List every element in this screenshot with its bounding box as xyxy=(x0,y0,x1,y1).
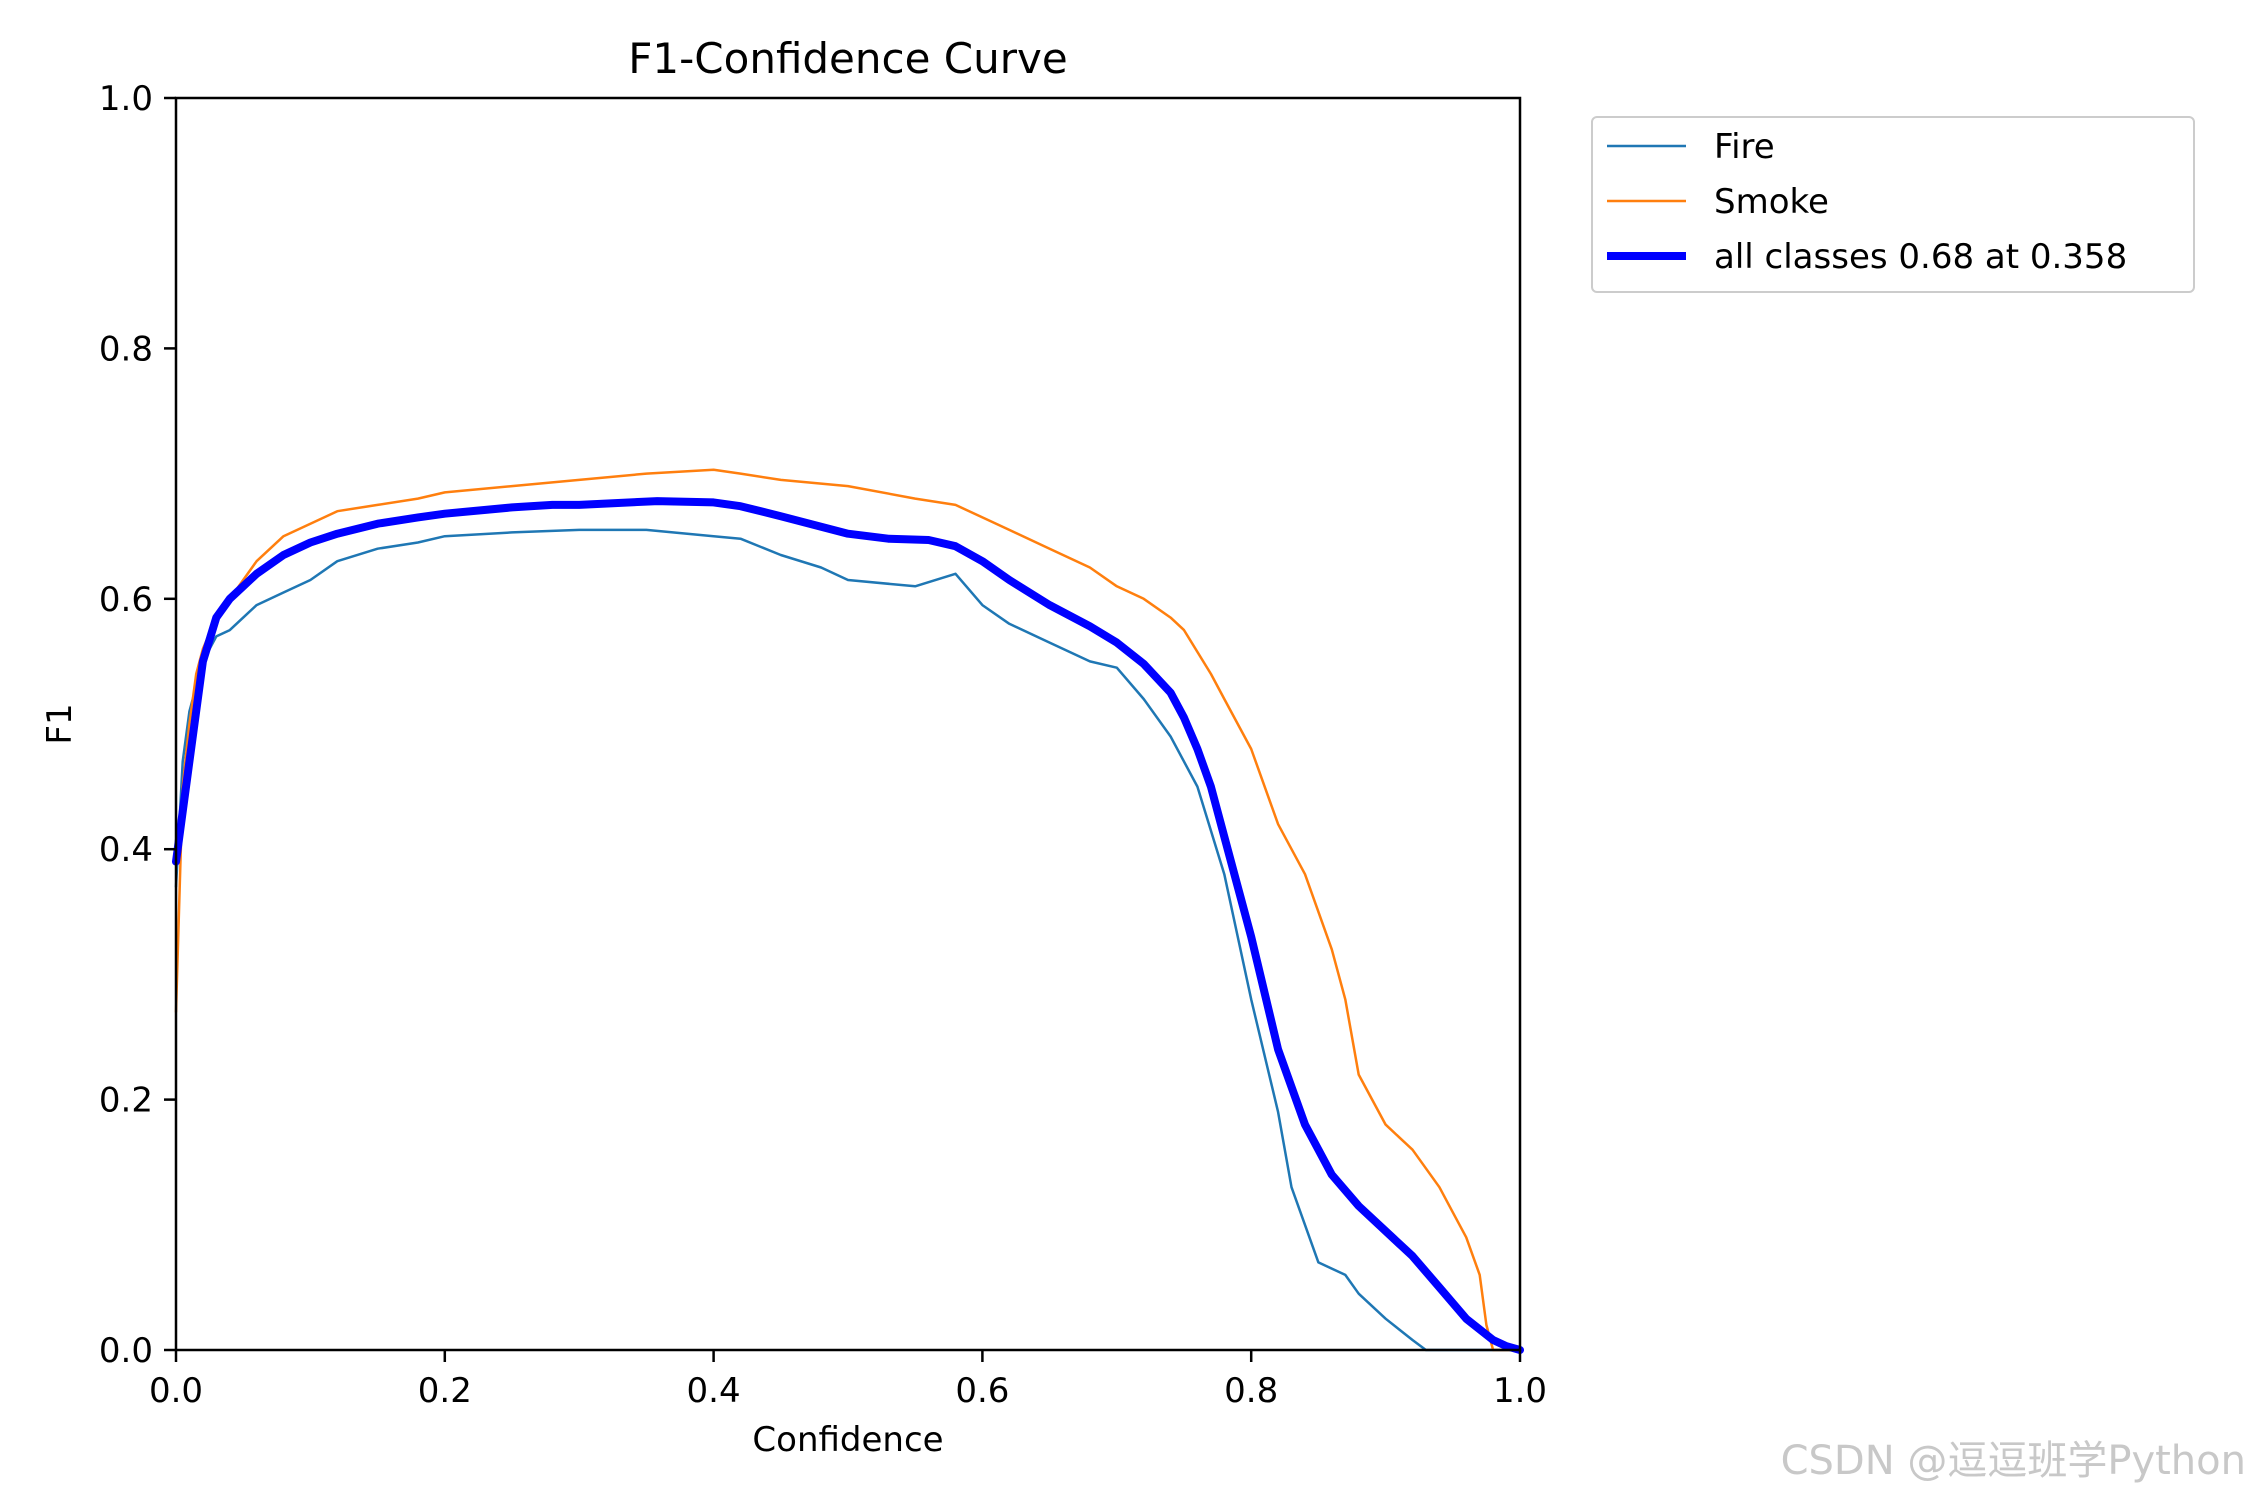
legend-label-0: Fire xyxy=(1714,127,1775,167)
plot-frame xyxy=(174,96,1522,1352)
y-axis-label: F1 xyxy=(40,703,80,744)
series-line-0 xyxy=(174,528,1522,1352)
x-tick-label: 0.0 xyxy=(149,1371,203,1411)
x-tick-label: 1.0 xyxy=(1493,1371,1547,1411)
y-tick-label: 0.6 xyxy=(99,580,153,620)
legend: Fire Smoke all classes 0.68 at 0.358 xyxy=(1591,116,2195,293)
chart-title: F1-Confidence Curve xyxy=(628,34,1067,83)
x-tick-label: 0.4 xyxy=(687,1371,741,1411)
legend-label-2: all classes 0.68 at 0.358 xyxy=(1714,237,2127,277)
y-tick-label: 1.0 xyxy=(99,79,153,119)
series-line-1 xyxy=(174,468,1522,1352)
series-line-2 xyxy=(172,497,1524,1354)
x-tick-label: 0.2 xyxy=(418,1371,472,1411)
y-tick-label: 0.4 xyxy=(99,830,153,870)
x-axis-label: Confidence xyxy=(752,1420,943,1460)
axis-ticks: 0.0 0.2 0.4 0.6 0.8 1.0 0.0 0.2 0.4 0.6 0.8 1.0 xyxy=(99,79,1547,1411)
legend-entries: Fire Smoke all classes 0.68 at 0.358 xyxy=(1607,127,2127,277)
watermark-text: CSDN @逗逗班学Python xyxy=(1780,1438,2246,1484)
x-tick-label: 0.8 xyxy=(1224,1371,1278,1411)
legend-box xyxy=(1591,116,2195,293)
y-tick-label: 0.0 xyxy=(99,1331,153,1371)
legend-label-1: Smoke xyxy=(1714,182,1829,222)
y-tick-label: 0.8 xyxy=(99,329,153,369)
plot-series xyxy=(172,468,1524,1354)
y-tick-label: 0.2 xyxy=(99,1081,153,1121)
x-tick-label: 0.6 xyxy=(955,1371,1009,1411)
